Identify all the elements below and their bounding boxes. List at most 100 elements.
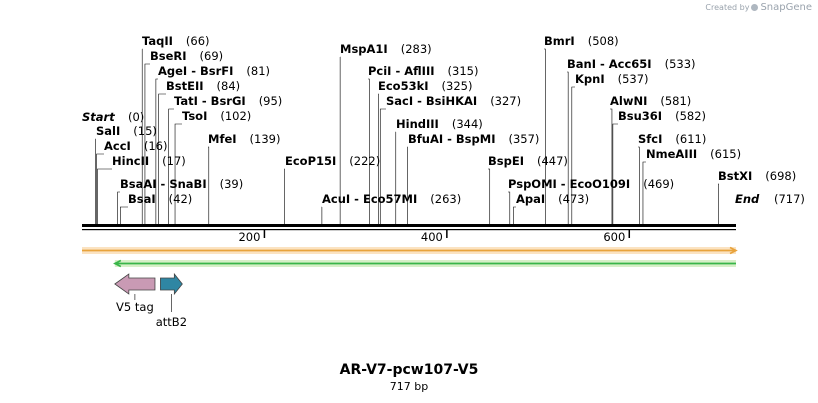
site-position: (283) bbox=[401, 42, 432, 56]
site-position: (84) bbox=[217, 79, 241, 93]
site-position: (582) bbox=[675, 109, 706, 123]
start-position: (0) bbox=[128, 110, 144, 124]
site-name: BspEI bbox=[488, 154, 524, 168]
site-leader-line bbox=[144, 63, 150, 224]
site-bani-acc65i[interactable]: BanI - Acc65I (533) bbox=[567, 57, 696, 224]
site-position: (102) bbox=[220, 109, 251, 123]
site-pspomi-ecoo109i[interactable]: PspOMI - EcoO109I (469) bbox=[508, 177, 674, 224]
site-position: (537) bbox=[618, 72, 649, 86]
site-leader-line bbox=[97, 168, 112, 224]
site-name: BstXI bbox=[718, 169, 752, 183]
site-bstxi[interactable]: BstXI (698) bbox=[718, 169, 796, 224]
site-acui-eco57mi[interactable]: AcuI - Eco57MI (263) bbox=[321, 192, 461, 224]
site-name: BseRI bbox=[150, 49, 187, 63]
site-bmri[interactable]: BmrI (508) bbox=[544, 34, 619, 224]
site-name: SacI - BsiHKAI bbox=[386, 94, 477, 108]
site-leader-line bbox=[208, 146, 210, 224]
site-name: AgeI - BsrFI bbox=[158, 64, 233, 78]
site-alwni[interactable]: AlwNI (581) bbox=[610, 94, 691, 224]
feature-v5-tag[interactable]: V5 tag bbox=[114, 273, 156, 314]
restriction-sites: TaqII (66)BseRI (69)AgeI - BsrFI (81) BstEII… bbox=[95, 34, 796, 224]
site-leader-line bbox=[158, 93, 166, 224]
credit-brand: SnapGene bbox=[760, 2, 812, 13]
site-leader-line bbox=[488, 168, 491, 224]
end-label: End bbox=[735, 192, 760, 206]
end-position: (717) bbox=[774, 192, 805, 206]
site-tsoi[interactable]: TsoI (102) bbox=[174, 109, 251, 224]
site-position: (42) bbox=[169, 192, 193, 206]
snapgene-logo-icon bbox=[751, 4, 759, 11]
site-sfci[interactable]: SfcI (611) bbox=[638, 132, 706, 224]
site-leader-line bbox=[718, 183, 719, 224]
site-name: SfcI bbox=[638, 132, 662, 146]
site-position: (16) bbox=[144, 139, 168, 153]
site-bspei[interactable]: BspEI (447) bbox=[488, 154, 568, 224]
site-eco53ki[interactable]: Eco53kI (325) bbox=[378, 79, 472, 224]
site-kpni[interactable]: KpnI (537) bbox=[571, 72, 649, 224]
site-position: (473) bbox=[558, 192, 589, 206]
tick-600: 600 bbox=[603, 230, 631, 244]
site-name: HindIII bbox=[396, 117, 439, 131]
site-name: ApaI bbox=[516, 192, 545, 206]
site-leader-line bbox=[612, 123, 618, 224]
site-bfuai-bspmi[interactable]: BfuAI - BspMI (357) bbox=[407, 132, 540, 224]
site-mfei[interactable]: MfeI (139) bbox=[208, 132, 280, 224]
site-taqii[interactable]: TaqII (66) bbox=[141, 34, 210, 224]
site-position: (611) bbox=[675, 132, 706, 146]
site-leader-line bbox=[174, 123, 182, 224]
site-position: (533) bbox=[665, 57, 696, 71]
backbone-line bbox=[82, 224, 736, 227]
tick-label: 200 bbox=[238, 230, 260, 244]
site-hindiii[interactable]: HindIII (344) bbox=[395, 117, 483, 224]
green-range[interactable] bbox=[113, 259, 737, 268]
site-name: HincII bbox=[112, 154, 149, 168]
site-position: (447) bbox=[537, 154, 568, 168]
site-leader-line bbox=[508, 191, 511, 224]
tick-400: 400 bbox=[421, 230, 448, 244]
site-name: AlwNI bbox=[610, 94, 647, 108]
orange-range[interactable] bbox=[82, 246, 738, 255]
site-sali[interactable]: SalI (15) bbox=[95, 124, 157, 224]
backbone-line-lower bbox=[82, 229, 736, 231]
site-position: (39) bbox=[220, 177, 244, 191]
site-position: (615) bbox=[710, 147, 741, 161]
site-tati-bsrgi[interactable]: TatI - BsrGI (95) bbox=[168, 94, 283, 224]
site-name: BstEII bbox=[166, 79, 204, 93]
site-leader-line bbox=[120, 206, 128, 224]
feature-attb2[interactable]: attB2 bbox=[156, 272, 187, 329]
site-acci[interactable]: AccI (16) bbox=[96, 139, 168, 224]
site-position: (15) bbox=[133, 124, 157, 138]
site-agei-bsrfi[interactable]: AgeI - BsrFI (81) bbox=[155, 64, 270, 224]
site-bseri[interactable]: BseRI (69) bbox=[144, 49, 224, 224]
site-name: SalI bbox=[96, 124, 120, 138]
site-pcii-afliii[interactable]: PciI - AflIII (315) bbox=[368, 64, 478, 224]
sequence-ends: Start (0) End (717) bbox=[82, 110, 805, 206]
site-bsu36i[interactable]: Bsu36I (582) bbox=[612, 109, 706, 224]
site-leader-line bbox=[513, 206, 516, 224]
site-position: (66) bbox=[186, 34, 210, 48]
site-mspa1i[interactable]: MspA1I (283) bbox=[339, 42, 432, 224]
site-nmeaiii[interactable]: NmeAIII (615) bbox=[642, 147, 741, 224]
site-ecop15i[interactable]: EcoP15I (222) bbox=[284, 154, 380, 224]
site-name: AcuI - Eco57MI bbox=[322, 192, 417, 206]
site-bsaai-snabi[interactable]: BsaAI - SnaBI (39) bbox=[117, 177, 244, 224]
ruler-ticks: 200 400 600 bbox=[238, 230, 631, 244]
site-apai[interactable]: ApaI (473) bbox=[513, 192, 589, 224]
site-hincii[interactable]: HincII (17) bbox=[97, 154, 186, 224]
site-saci-bsihkai[interactable]: SacI - BsiHKAI (327) bbox=[379, 94, 521, 224]
site-leader-line bbox=[571, 86, 575, 224]
site-name: NmeAIII bbox=[646, 147, 697, 161]
primer-ranges bbox=[82, 246, 738, 268]
site-bsteii[interactable]: BstEII (84) bbox=[158, 79, 241, 224]
feature-label: V5 tag bbox=[116, 300, 154, 314]
site-position: (357) bbox=[508, 132, 539, 146]
site-bsai[interactable]: BsaI (42) bbox=[120, 192, 192, 224]
construct-length: 717 bp bbox=[389, 380, 429, 393]
range-arrowhead bbox=[113, 259, 122, 268]
site-position: (69) bbox=[200, 49, 224, 63]
site-leader-line bbox=[567, 71, 569, 224]
tick-label: 400 bbox=[421, 230, 443, 244]
site-position: (95) bbox=[259, 94, 283, 108]
